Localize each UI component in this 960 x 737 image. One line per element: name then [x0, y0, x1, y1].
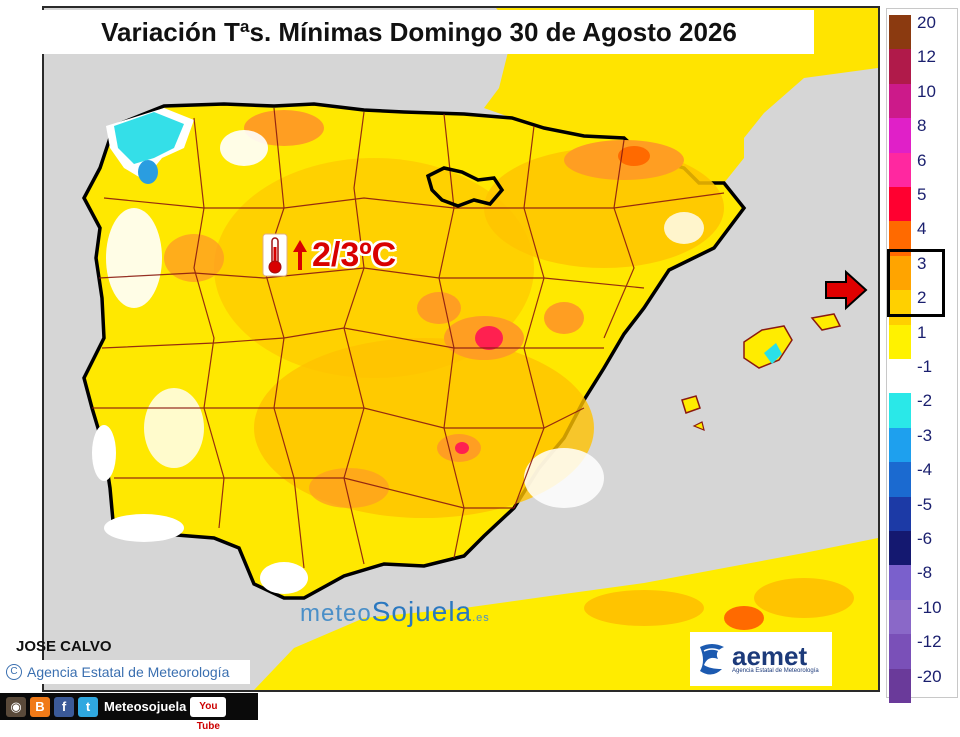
menorca — [810, 313, 842, 331]
social-bar: ◉ B f t Meteosojuela You Tube — [0, 693, 258, 732]
legend-label: -10 — [917, 597, 942, 617]
map-frame — [42, 6, 880, 692]
legend-swatch — [889, 221, 911, 257]
legend-label: 6 — [917, 150, 927, 170]
aemet-name: aemet — [732, 641, 808, 671]
anomaly-badge: 2/3ºC — [262, 232, 396, 278]
watermark: meteoSojuela.es — [300, 596, 490, 628]
legend-label: -20 — [917, 666, 942, 686]
thermometer-icon — [262, 233, 288, 277]
legend-swatch — [889, 255, 911, 291]
la-rioja-outline — [425, 166, 505, 208]
twitter-icon[interactable]: t — [78, 696, 98, 717]
color-legend: 20 12 10 8 6 5 4 3 2 1 -1 -2 -3 -4 -5 -6 -8 -10 -12 -20 — [886, 8, 958, 704]
legend-swatch — [889, 187, 911, 222]
map-title: Variación Tªs. Mínimas Domingo 30 de Ago… — [24, 10, 814, 54]
mallorca-cold — [764, 343, 782, 364]
legend-label: 3 — [917, 253, 927, 273]
legend-label: 8 — [917, 116, 927, 136]
anomaly-patches — [92, 108, 854, 630]
legend-label: -2 — [917, 391, 933, 411]
legend-label: -6 — [917, 529, 933, 548]
legend-swatch — [889, 324, 911, 360]
legend-highlight-box — [887, 249, 945, 317]
aemet-logo: aemet Agencia Estatal de Meteorología — [690, 632, 832, 686]
legend-swatch — [889, 599, 911, 635]
legend-swatch — [889, 393, 911, 429]
legend-swatch — [889, 462, 911, 498]
up-arrow-icon — [293, 240, 307, 270]
legend-label: -4 — [917, 460, 933, 480]
legend-label: 1 — [917, 322, 927, 342]
legend-swatch — [889, 152, 911, 188]
mallorca — [743, 325, 793, 369]
province-borders — [92, 107, 725, 569]
temperature-map — [82, 8, 878, 690]
aemet-emblem-icon — [700, 644, 724, 675]
legend-swatch — [889, 15, 911, 50]
legend-swatch — [889, 531, 911, 566]
legend-label: 10 — [917, 81, 936, 101]
legend-label: 12 — [917, 47, 936, 67]
author-name: JOSE CALVO — [16, 638, 112, 655]
legend-label: -12 — [917, 632, 942, 652]
legend-swatch — [889, 496, 911, 532]
facebook-icon[interactable]: f — [54, 696, 74, 717]
watermark-part2: Sojuela — [371, 596, 473, 627]
legend-swatch — [889, 668, 911, 704]
legend-swatch — [889, 359, 911, 394]
legend-label: 2 — [917, 288, 927, 308]
pointer-arrow-icon — [825, 269, 868, 311]
youtube-icon[interactable]: You Tube — [190, 696, 227, 732]
watermark-part1: meteo — [300, 600, 372, 627]
copyright-icon: C — [6, 664, 22, 680]
formentera — [692, 421, 705, 431]
legend-swatch — [889, 49, 911, 85]
instagram-icon[interactable]: ◉ — [6, 696, 26, 717]
legend-swatch — [889, 118, 911, 154]
legend-swatch — [889, 83, 911, 119]
ibiza — [681, 395, 701, 414]
legend-swatch — [889, 427, 911, 463]
legend-label: 5 — [917, 185, 927, 204]
legend-label: 4 — [917, 219, 927, 239]
legend-swatch — [889, 634, 911, 670]
legend-label: -8 — [917, 563, 933, 583]
watermark-suffix: .es — [472, 612, 490, 624]
credit-text: Agencia Estatal de Meteorología — [27, 664, 230, 680]
social-handle[interactable]: Meteosojuela — [104, 699, 187, 714]
legend-label: -1 — [917, 357, 933, 376]
legend-label: 20 — [917, 13, 936, 32]
anomaly-value: 2/3ºC — [312, 235, 397, 274]
aemet-subtitle: Agencia Estatal de Meteorología — [732, 668, 819, 674]
legend-label: -3 — [917, 425, 933, 445]
blogger-icon[interactable]: B — [30, 696, 50, 717]
credit-line: C Agencia Estatal de Meteorología — [0, 660, 250, 684]
legend-swatch — [889, 565, 911, 601]
legend-label: -5 — [917, 494, 933, 514]
